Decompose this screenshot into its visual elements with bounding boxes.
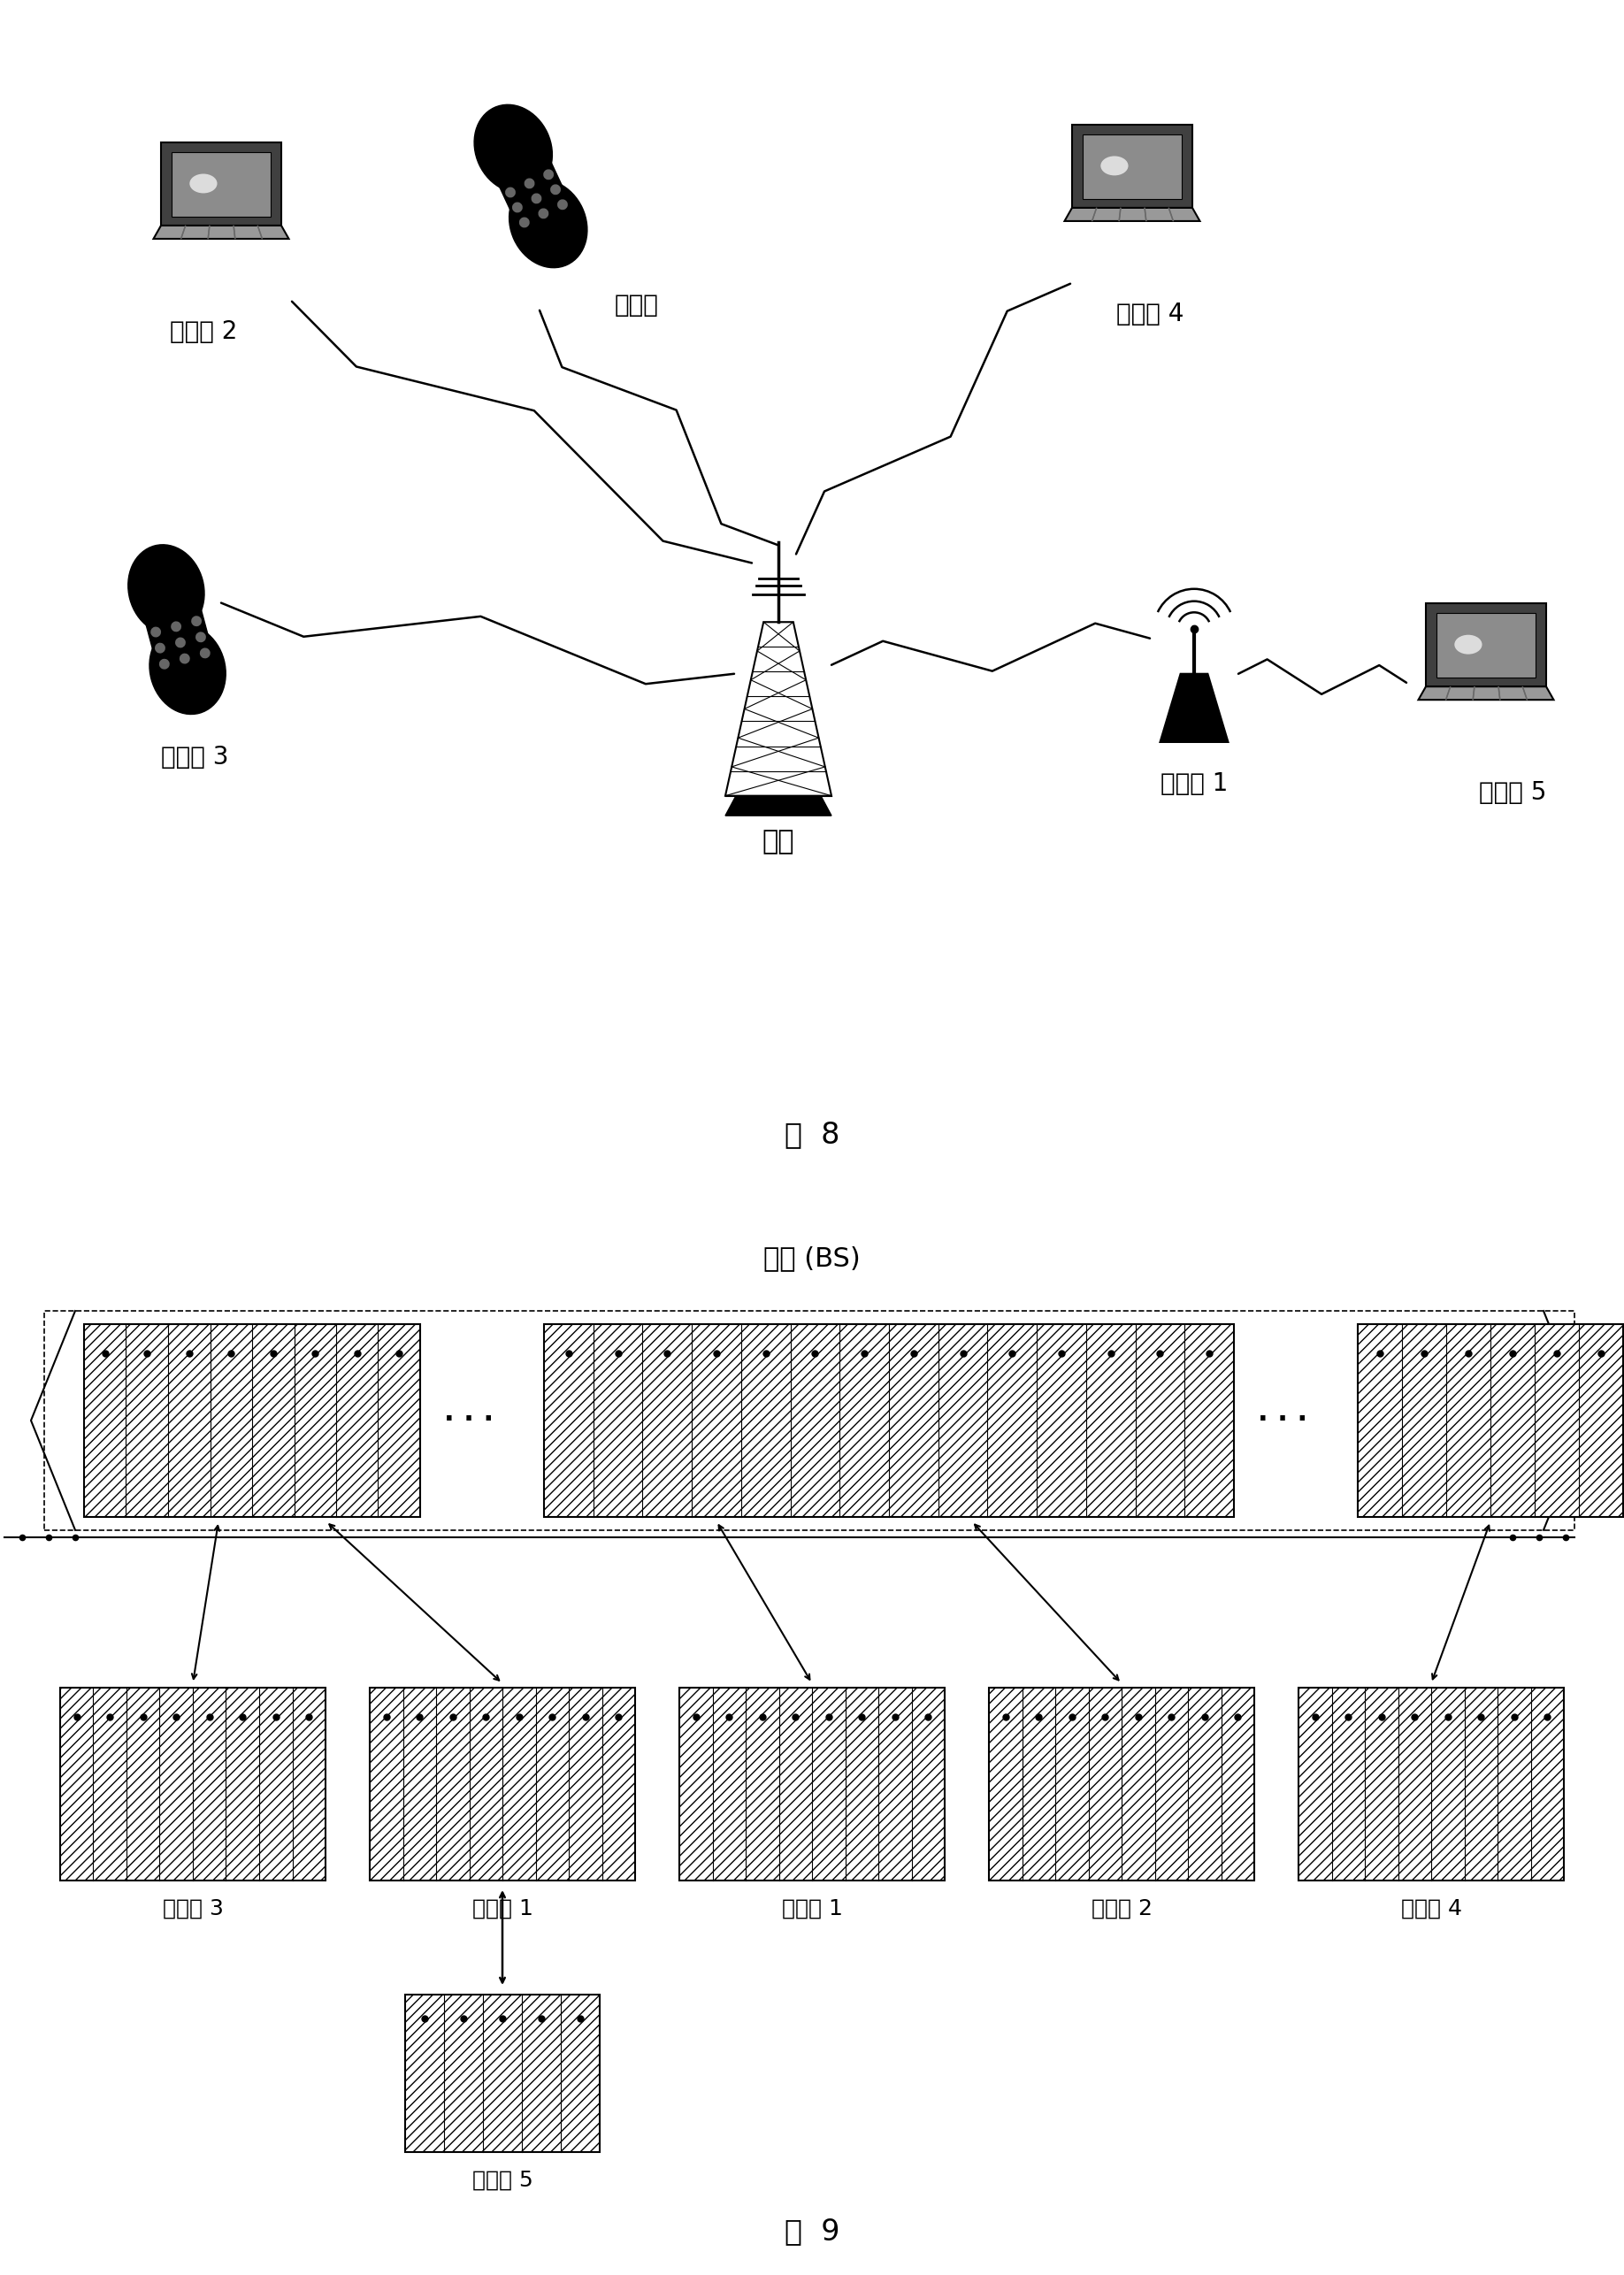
Text: 图  8: 图 8	[784, 1119, 840, 1149]
Ellipse shape	[474, 105, 552, 193]
Polygon shape	[1072, 125, 1192, 207]
Circle shape	[538, 209, 549, 218]
Ellipse shape	[1101, 157, 1129, 175]
Polygon shape	[1437, 612, 1535, 678]
Text: 用户站 4: 用户站 4	[1400, 1897, 1462, 1920]
Circle shape	[171, 621, 182, 632]
Ellipse shape	[190, 173, 218, 193]
Text: 用户站 3: 用户站 3	[162, 1897, 222, 1920]
Bar	[60, 1688, 325, 1881]
Text: 中继站 1: 中继站 1	[1160, 771, 1228, 796]
Circle shape	[505, 187, 516, 198]
Circle shape	[544, 168, 554, 180]
Bar	[84, 1324, 421, 1517]
Polygon shape	[180, 225, 185, 239]
Text: 中继站 1: 中继站 1	[473, 1897, 533, 1920]
Text: 用户站 2: 用户站 2	[1091, 1897, 1151, 1920]
Polygon shape	[1445, 687, 1450, 701]
Bar	[1358, 1324, 1622, 1517]
Circle shape	[195, 632, 206, 642]
Polygon shape	[1418, 687, 1554, 701]
Circle shape	[175, 637, 185, 648]
Polygon shape	[141, 594, 213, 667]
Bar	[989, 1688, 1254, 1881]
Circle shape	[179, 653, 190, 664]
Polygon shape	[1065, 207, 1200, 221]
Circle shape	[557, 200, 568, 209]
Bar	[370, 1688, 635, 1881]
Polygon shape	[161, 143, 281, 225]
Polygon shape	[153, 225, 289, 239]
Polygon shape	[1522, 687, 1528, 701]
Circle shape	[512, 202, 523, 212]
Bar	[84, 1324, 421, 1517]
Circle shape	[531, 193, 542, 205]
Text: 用户站 5: 用户站 5	[1479, 780, 1546, 805]
Text: 用户站 2: 用户站 2	[169, 318, 237, 344]
Polygon shape	[1145, 207, 1147, 221]
Polygon shape	[1426, 603, 1546, 687]
Circle shape	[159, 660, 169, 669]
Polygon shape	[1168, 207, 1174, 221]
Text: · · ·: · · ·	[443, 1408, 494, 1433]
Ellipse shape	[1455, 635, 1483, 655]
Polygon shape	[234, 225, 235, 239]
Circle shape	[525, 177, 534, 189]
Bar	[1358, 1324, 1622, 1517]
Polygon shape	[208, 225, 209, 239]
Polygon shape	[1091, 207, 1096, 221]
Text: 用户站 5: 用户站 5	[473, 2170, 533, 2191]
Circle shape	[200, 648, 209, 657]
Text: 用户站 3: 用户站 3	[161, 744, 229, 769]
Polygon shape	[726, 796, 831, 817]
Circle shape	[151, 626, 161, 637]
Bar	[1299, 1688, 1564, 1881]
Ellipse shape	[149, 626, 226, 714]
Text: · · ·: · · ·	[1257, 1408, 1307, 1433]
Polygon shape	[1497, 687, 1501, 701]
Text: 图  9: 图 9	[784, 2216, 840, 2245]
Polygon shape	[1473, 687, 1475, 701]
Circle shape	[520, 216, 529, 227]
Polygon shape	[172, 152, 271, 216]
Ellipse shape	[128, 544, 205, 635]
Text: 用户站 1: 用户站 1	[781, 1897, 843, 1920]
Text: 基站: 基站	[762, 828, 794, 855]
Polygon shape	[492, 148, 570, 225]
Ellipse shape	[510, 180, 588, 268]
Polygon shape	[1160, 673, 1228, 742]
Bar	[60, 1688, 325, 1881]
Bar	[679, 1688, 945, 1881]
Bar	[370, 1688, 635, 1881]
Bar	[1299, 1688, 1564, 1881]
Circle shape	[192, 617, 201, 626]
Text: 用户站: 用户站	[615, 293, 659, 316]
Text: 用户站 4: 用户站 4	[1116, 300, 1184, 325]
Polygon shape	[257, 225, 263, 239]
Bar	[404, 1995, 599, 2152]
Bar	[44, 1310, 1574, 1531]
Bar	[404, 1995, 599, 2152]
Circle shape	[551, 184, 560, 196]
Circle shape	[154, 644, 166, 653]
Polygon shape	[1083, 134, 1182, 198]
Bar	[544, 1324, 1234, 1517]
Bar	[679, 1688, 945, 1881]
Text: 基站 (BS): 基站 (BS)	[763, 1244, 861, 1272]
Polygon shape	[1119, 207, 1121, 221]
Bar	[544, 1324, 1234, 1517]
Bar	[989, 1688, 1254, 1881]
